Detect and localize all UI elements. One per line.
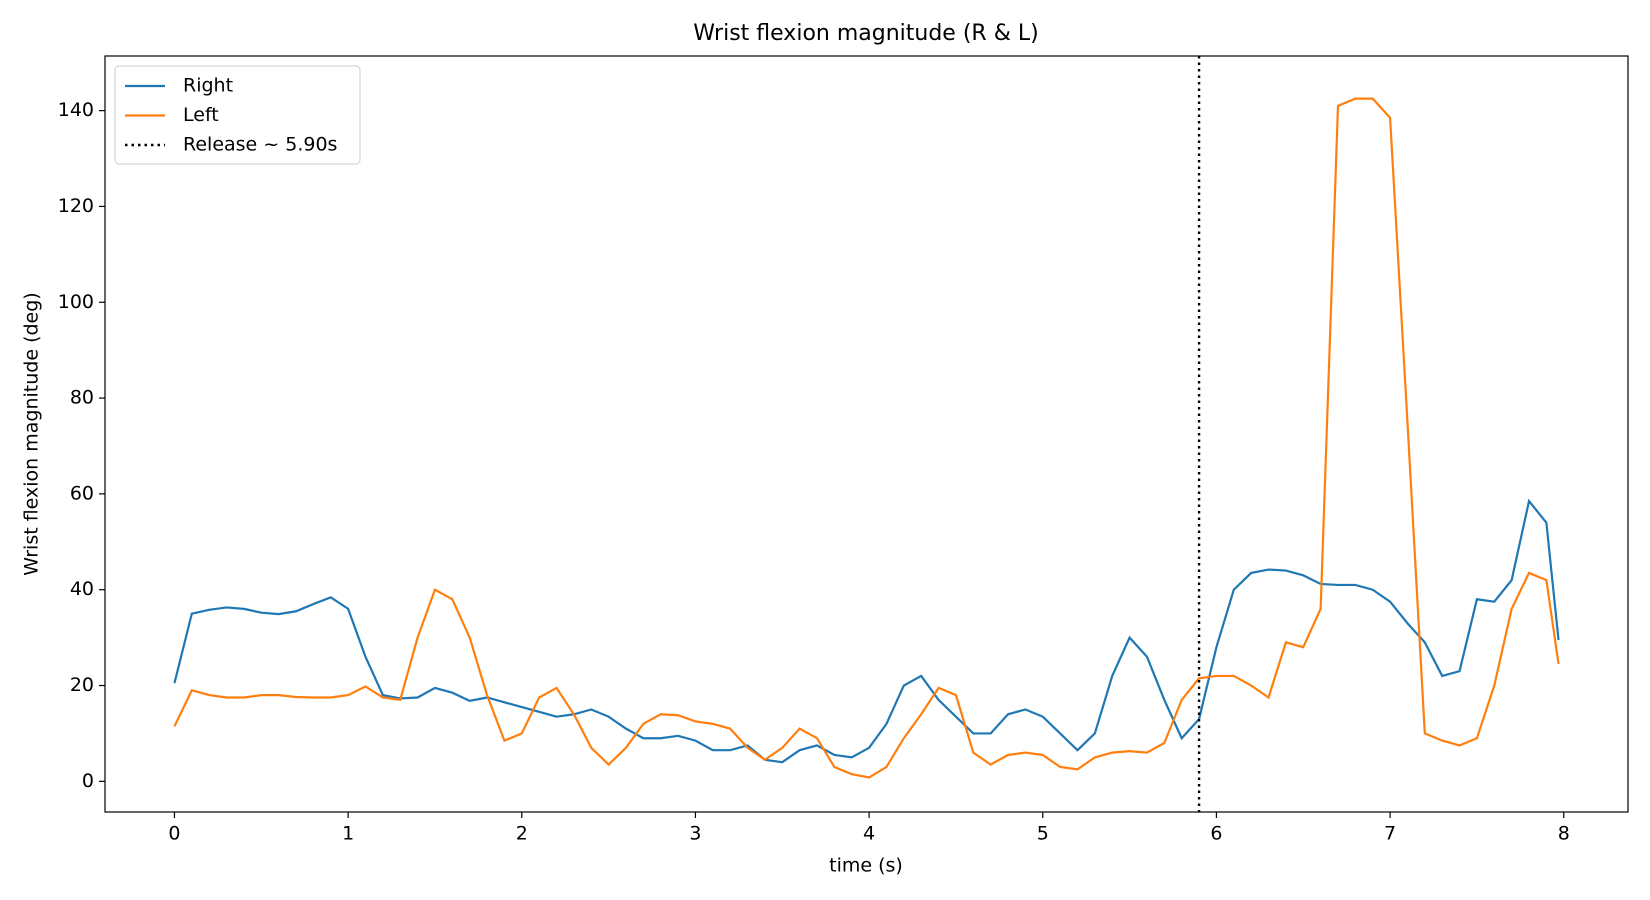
x-tick-label: 6 <box>1210 823 1222 845</box>
y-tick-label: 60 <box>70 482 94 504</box>
y-axis-label: Wrist flexion magnitude (deg) <box>21 292 43 575</box>
y-tick-label: 80 <box>70 387 94 409</box>
y-tick-label: 140 <box>58 99 94 121</box>
y-tick-label: 40 <box>70 578 94 600</box>
y-tick-label: 0 <box>82 770 94 792</box>
y-tick-label: 100 <box>58 291 94 313</box>
x-axis-label: time (s) <box>829 855 903 877</box>
x-tick-label: 0 <box>168 823 180 845</box>
y-tick-label: 120 <box>58 195 94 217</box>
x-tick-label: 4 <box>863 823 875 845</box>
legend-label: Left <box>183 104 219 126</box>
legend-label: Release ~ 5.90s <box>183 134 337 156</box>
x-tick-label: 5 <box>1037 823 1049 845</box>
y-tick-label: 20 <box>70 674 94 696</box>
x-tick-label: 8 <box>1558 823 1570 845</box>
x-tick-label: 1 <box>342 823 354 845</box>
plot-frame <box>104 55 1629 813</box>
data-line <box>173 97 1560 779</box>
x-tick-label: 7 <box>1384 823 1396 845</box>
data-line <box>173 498 1560 764</box>
legend-box <box>114 65 361 165</box>
legend-label: Right <box>183 75 233 97</box>
chart-title: Wrist flexion magnitude (R & L) <box>693 21 1038 46</box>
x-tick-label: 3 <box>689 823 701 845</box>
x-tick-label: 2 <box>516 823 528 845</box>
